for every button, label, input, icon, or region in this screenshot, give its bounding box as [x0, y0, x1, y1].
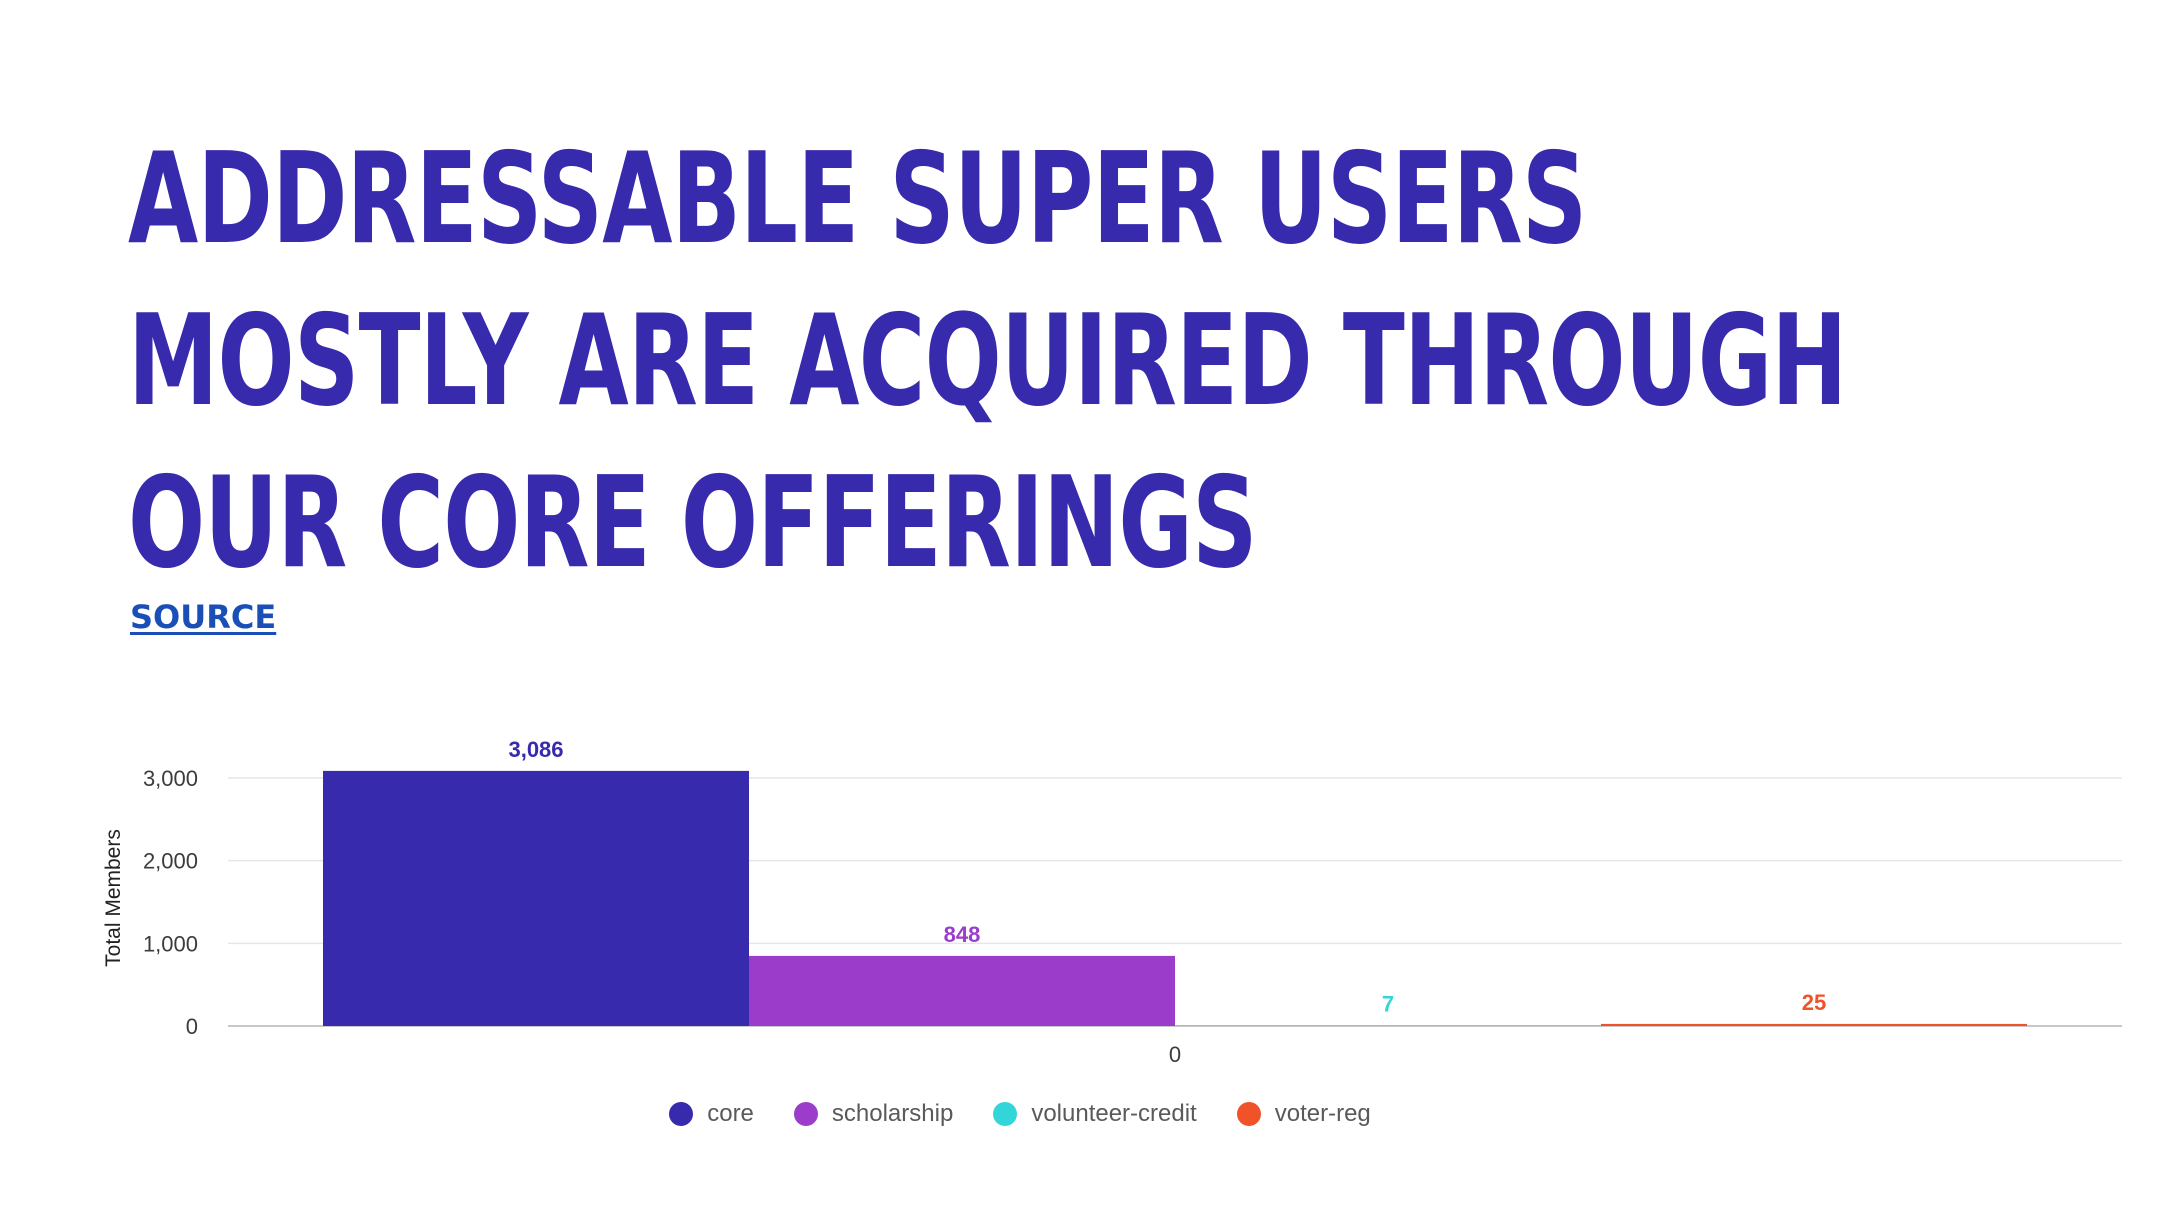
legend-item-scholarship: scholarship: [793, 1100, 954, 1128]
bar-core: [323, 770, 749, 1026]
legend-item-voter-reg: voter-reg: [1236, 1100, 1371, 1128]
y-axis-title: Total Members: [102, 829, 125, 967]
x-tick-label: 0: [1169, 1042, 1181, 1067]
bar-voter-reg: [1601, 1023, 2027, 1026]
bar-scholarship: [749, 955, 1175, 1026]
data-label-core: 3,086: [508, 737, 563, 762]
bar-chart: 0 1,000 2,000 3,000 Total Members 3,086 848 7 25…: [102, 737, 2122, 1067]
data-label-scholarship: 848: [944, 922, 981, 947]
bar-volunteer-credit: [1175, 1025, 1601, 1026]
legend-label: voter-reg: [1274, 1100, 1371, 1127]
legend-label: volunteer-credit: [1031, 1100, 1197, 1127]
legend-item-volunteer-credit: volunteer-credit: [993, 1100, 1197, 1128]
y-tick-label: 1,000: [143, 931, 198, 956]
y-tick-label: 3,000: [143, 766, 198, 791]
legend-dot: [1236, 1102, 1261, 1126]
legend-dot: [669, 1102, 694, 1126]
legend-dot: [793, 1102, 818, 1126]
slide-title-line: MOSTLY ARE ACQUIRED THROUGH: [128, 287, 1847, 434]
legend-item-core: core: [669, 1100, 754, 1128]
slide-title: ADDRESSABLE SUPER USERS MOSTLY ARE ACQUI…: [128, 118, 1847, 604]
source-link[interactable]: SOURCE: [130, 598, 277, 636]
y-tick-label: 0: [186, 1014, 198, 1039]
legend-label: core: [707, 1100, 754, 1127]
data-label-voter-reg: 25: [1802, 990, 1826, 1015]
slide-title-line: ADDRESSABLE SUPER USERS: [128, 125, 1587, 272]
slide-title-line: OUR CORE OFFERINGS: [128, 449, 1257, 596]
chart-legend: core scholarship volunteer-credit voter-reg: [0, 1100, 2110, 1128]
legend-dot: [993, 1102, 1018, 1126]
y-tick-label: 2,000: [143, 849, 198, 874]
data-label-volunteer-credit: 7: [1382, 991, 1394, 1016]
legend-label: scholarship: [831, 1100, 954, 1127]
